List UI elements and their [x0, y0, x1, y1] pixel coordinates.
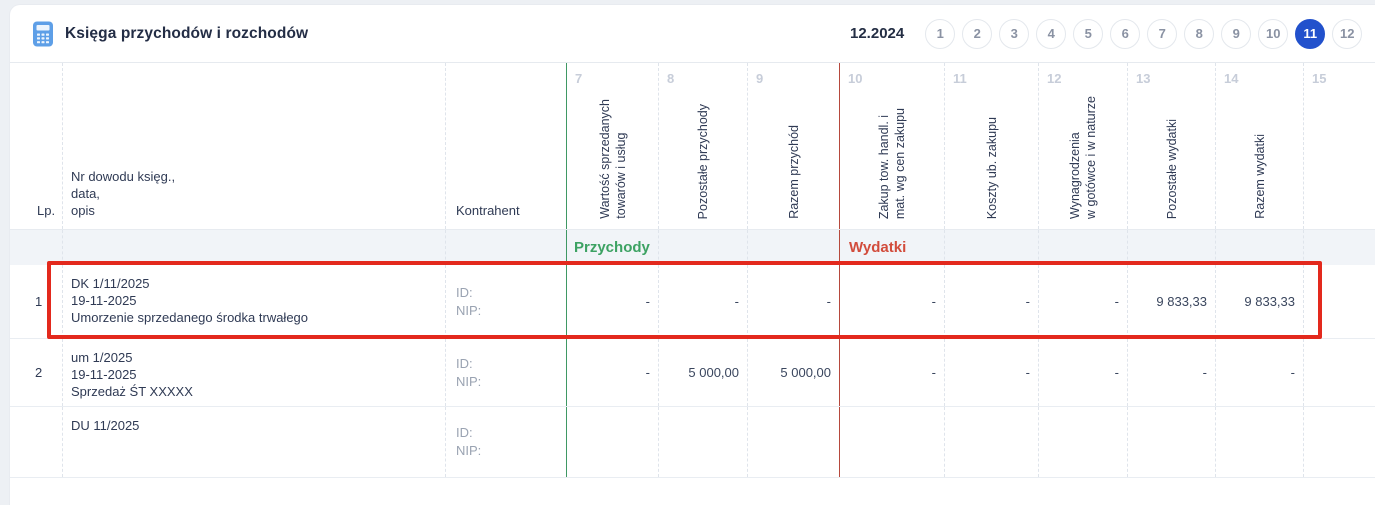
- header-cell-13: 13 Pozostałe wydatki: [1127, 63, 1215, 229]
- header-cell-10: 10 Zakup tow. handl. i mat. wg cen zakup…: [839, 63, 944, 229]
- column-number: 7: [575, 71, 583, 86]
- column-number: 15: [1312, 71, 1327, 86]
- page-button-12[interactable]: 12: [1332, 18, 1363, 49]
- cell-col11: [944, 407, 1038, 477]
- expense-section-label: Wydatki: [849, 239, 907, 256]
- section-header-row: Przychody Wydatki: [10, 229, 1375, 265]
- cell-col15: [1303, 339, 1375, 406]
- page-button-2[interactable]: 2: [962, 18, 993, 49]
- header-cell-lp: Lp.: [10, 63, 62, 229]
- cell-col10: -: [839, 339, 944, 406]
- month-pagination: 1 2 3 4 5 6 7 8 9 10 11 12: [925, 18, 1363, 49]
- header-cell-12: 12 Wynagrodzenia w gotówce i w naturze: [1038, 63, 1127, 229]
- income-section-label: Przychody: [574, 239, 650, 256]
- calculator-icon: [33, 21, 53, 47]
- cell-col14: -: [1215, 339, 1303, 406]
- page-button-1[interactable]: 1: [925, 18, 956, 49]
- column-number: 9: [756, 71, 764, 86]
- cell-lp: 2: [35, 365, 43, 380]
- lp-column-label: Lp.: [37, 203, 56, 218]
- header-cell-8: 8 Pozostałe przychody: [658, 63, 747, 229]
- header-cell-11: 11 Koszty ub. zakupu: [944, 63, 1038, 229]
- cell-col11: -: [944, 265, 1038, 338]
- cell-kontrahent: ID: NIP:: [445, 407, 566, 477]
- cell-col10: -: [839, 265, 944, 338]
- cell-kontrahent: ID: NIP:: [445, 339, 566, 406]
- page-button-7[interactable]: 7: [1147, 18, 1178, 49]
- cell-doc: DK 1/11/2025 19-11-2025 Umorzenie sprzed…: [62, 265, 445, 338]
- header-cell-doc: Nr dowodu księg., data, opis: [62, 63, 445, 229]
- cell-doc: um 1/2025 19-11-2025 Sprzedaż ŚT XXXXX: [62, 339, 445, 406]
- cell-col15: [1303, 407, 1375, 477]
- card-header: Księga przychodów i rozchodów 12.2024 1 …: [10, 5, 1375, 63]
- column-label: Wartość sprzedanych towarów i usług: [597, 99, 628, 219]
- header-cell-14: 14 Razem wydatki: [1215, 63, 1303, 229]
- page-button-10[interactable]: 10: [1258, 18, 1289, 49]
- page-button-8[interactable]: 8: [1184, 18, 1215, 49]
- table-row[interactable]: 2 um 1/2025 19-11-2025 Sprzedaż ŚT XXXXX…: [10, 339, 1375, 407]
- cell-col12: -: [1038, 339, 1127, 406]
- header-cell-kontrahent: Kontrahent: [445, 63, 566, 229]
- cell-col12: -: [1038, 265, 1127, 338]
- header-cell-7: 7 Wartość sprzedanych towarów i usług: [566, 63, 658, 229]
- kpir-ledger-card: Księga przychodów i rozchodów 12.2024 1 …: [10, 5, 1375, 505]
- cell-kontrahent: ID: NIP:: [445, 265, 566, 338]
- table-row[interactable]: DU 11/2025 ID: NIP:: [10, 407, 1375, 478]
- cell-col7: -: [566, 265, 658, 338]
- period-label: 12.2024: [850, 25, 905, 42]
- cell-col13: -: [1127, 339, 1215, 406]
- cell-col13: 9 833,33: [1127, 265, 1215, 338]
- column-label: Zakup tow. handl. i mat. wg cen zakupu: [877, 107, 907, 219]
- page-button-4[interactable]: 4: [1036, 18, 1067, 49]
- cell-col7: [566, 407, 658, 477]
- cell-col10: [839, 407, 944, 477]
- cell-col13: [1127, 407, 1215, 477]
- column-label: Pozostałe przychody: [696, 103, 710, 219]
- doc-column-label: Nr dowodu księg., data, opis: [71, 169, 176, 218]
- header-cell-9: 9 Razem przychód: [747, 63, 839, 229]
- page-title: Księga przychodów i rozchodów: [65, 24, 309, 42]
- table-row[interactable]: 1 DK 1/11/2025 19-11-2025 Umorzenie sprz…: [10, 265, 1375, 339]
- column-label: Razem przychód: [786, 125, 801, 219]
- page-button-9[interactable]: 9: [1221, 18, 1252, 49]
- column-label: Pozostałe wydatki: [1164, 118, 1179, 219]
- page-button-11-active[interactable]: 11: [1295, 18, 1326, 49]
- cell-col14: [1215, 407, 1303, 477]
- header-cell-15: 15: [1303, 63, 1375, 229]
- cell-col12: [1038, 407, 1127, 477]
- kontrahent-column-label: Kontrahent: [456, 203, 520, 218]
- page-button-5[interactable]: 5: [1073, 18, 1104, 49]
- page-button-6[interactable]: 6: [1110, 18, 1141, 49]
- cell-col8: 5 000,00: [658, 339, 747, 406]
- cell-col15: [1303, 265, 1375, 338]
- table-header-row: Lp. Nr dowodu księg., data, opis Kontrah…: [10, 63, 1375, 229]
- cell-lp: 1: [35, 294, 43, 309]
- cell-col8: [658, 407, 747, 477]
- cell-col9: -: [747, 265, 839, 338]
- cell-col8: -: [658, 265, 747, 338]
- column-number: 14: [1224, 71, 1239, 86]
- column-label: Koszty ub. zakupu: [984, 116, 999, 219]
- column-number: 8: [667, 71, 675, 86]
- column-label: Razem wydatki: [1252, 134, 1267, 219]
- cell-lp: [10, 407, 62, 477]
- cell-col9: [747, 407, 839, 477]
- page-button-3[interactable]: 3: [999, 18, 1030, 49]
- cell-col7: -: [566, 339, 658, 406]
- column-number: 13: [1136, 71, 1151, 86]
- cell-doc: DU 11/2025: [62, 407, 445, 477]
- header-right: 12.2024 1 2 3 4 5 6 7 8 9 10 11 12: [850, 5, 1363, 62]
- income-section-cell: Przychody: [566, 230, 658, 265]
- column-number: 11: [953, 71, 967, 86]
- expense-section-cell: Wydatki: [839, 230, 944, 265]
- cell-col11: -: [944, 339, 1038, 406]
- cell-col9: 5 000,00: [747, 339, 839, 406]
- cell-col14: 9 833,33: [1215, 265, 1303, 338]
- column-label: Wynagrodzenia w gotówce i w naturze: [1068, 96, 1098, 219]
- column-number: 12: [1047, 71, 1062, 86]
- header-left: Księga przychodów i rozchodów: [10, 21, 308, 47]
- column-number: 10: [848, 71, 863, 86]
